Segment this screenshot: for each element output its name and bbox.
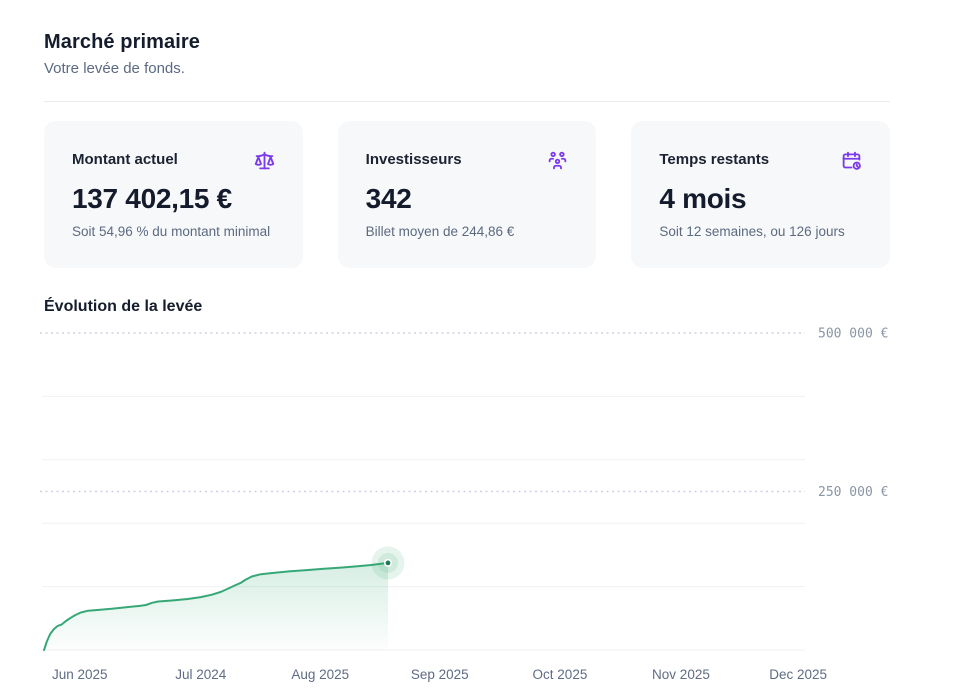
stat-card-montant-actuel: Montant actuel 137 402,15 € Soit 54,96 %… (44, 121, 303, 268)
page-header: Marché primaire Votre levée de fonds. (44, 30, 890, 80)
chart-title: Évolution de la levée (44, 298, 203, 315)
card-value: 342 (365, 183, 412, 214)
scale-icon (254, 150, 275, 171)
x-axis-label-0: Jun 2025 (52, 667, 108, 682)
card-value: 137 402,15 € (72, 183, 232, 214)
card-description: Soit 54,96 % du montant minimal (72, 224, 271, 239)
x-axis-label-4: Oct 2025 (533, 667, 588, 682)
header-divider (44, 101, 890, 102)
chart-canvas: 500 000 € 250 000 € Jun 2025 Jul 2024 Aug 20… (40, 327, 888, 682)
endpoint-marker (383, 558, 392, 567)
page-title: Marché primaire (44, 31, 201, 53)
y-axis-label-500000: 500 000 € (818, 327, 888, 342)
x-axis-label-5: Nov 2025 (652, 667, 710, 682)
fundraise-chart: 500 000 € 250 000 € Jun 2025 Jul 2024 Aug 20… (0, 318, 890, 700)
users-group-icon (547, 150, 568, 171)
series-area-fill (44, 562, 388, 650)
x-axis-label-3: Sep 2025 (411, 667, 469, 682)
y-axis-label-250000: 250 000 € (818, 485, 888, 500)
card-value: 4 mois (659, 183, 747, 214)
series-line (43, 561, 389, 651)
stat-cards: Montant actuel 137 402,15 € Soit 54,96 %… (44, 121, 891, 268)
chart-section: Évolution de la levée 500 000 € 250 000 €… (40, 296, 890, 700)
card-header: Investisseurs (366, 150, 569, 171)
stat-card-investisseurs: Investisseurs 342 Billet moyen de 244,86… (337, 121, 597, 268)
card-label: Investisseurs (365, 151, 462, 168)
stat-card-temps-restants: Temps restants 4 mois Soit 12 semaines, … (631, 121, 891, 268)
x-axis-label-1: Jul 2024 (175, 667, 227, 682)
x-axis-label-2: Aug 2025 (291, 667, 349, 682)
page-subtitle: Votre levée de fonds. (44, 60, 185, 77)
card-header: Montant actuel (72, 150, 275, 171)
card-header: Temps restants (659, 150, 862, 171)
card-label: Temps restants (659, 151, 770, 168)
card-label: Montant actuel (72, 151, 178, 168)
card-description: Soit 12 semaines, ou 126 jours (659, 224, 845, 239)
calendar-clock-icon (841, 150, 862, 171)
x-axis-label-6: Dec 2025 (769, 667, 827, 682)
card-description: Billet moyen de 244,86 € (365, 224, 515, 239)
